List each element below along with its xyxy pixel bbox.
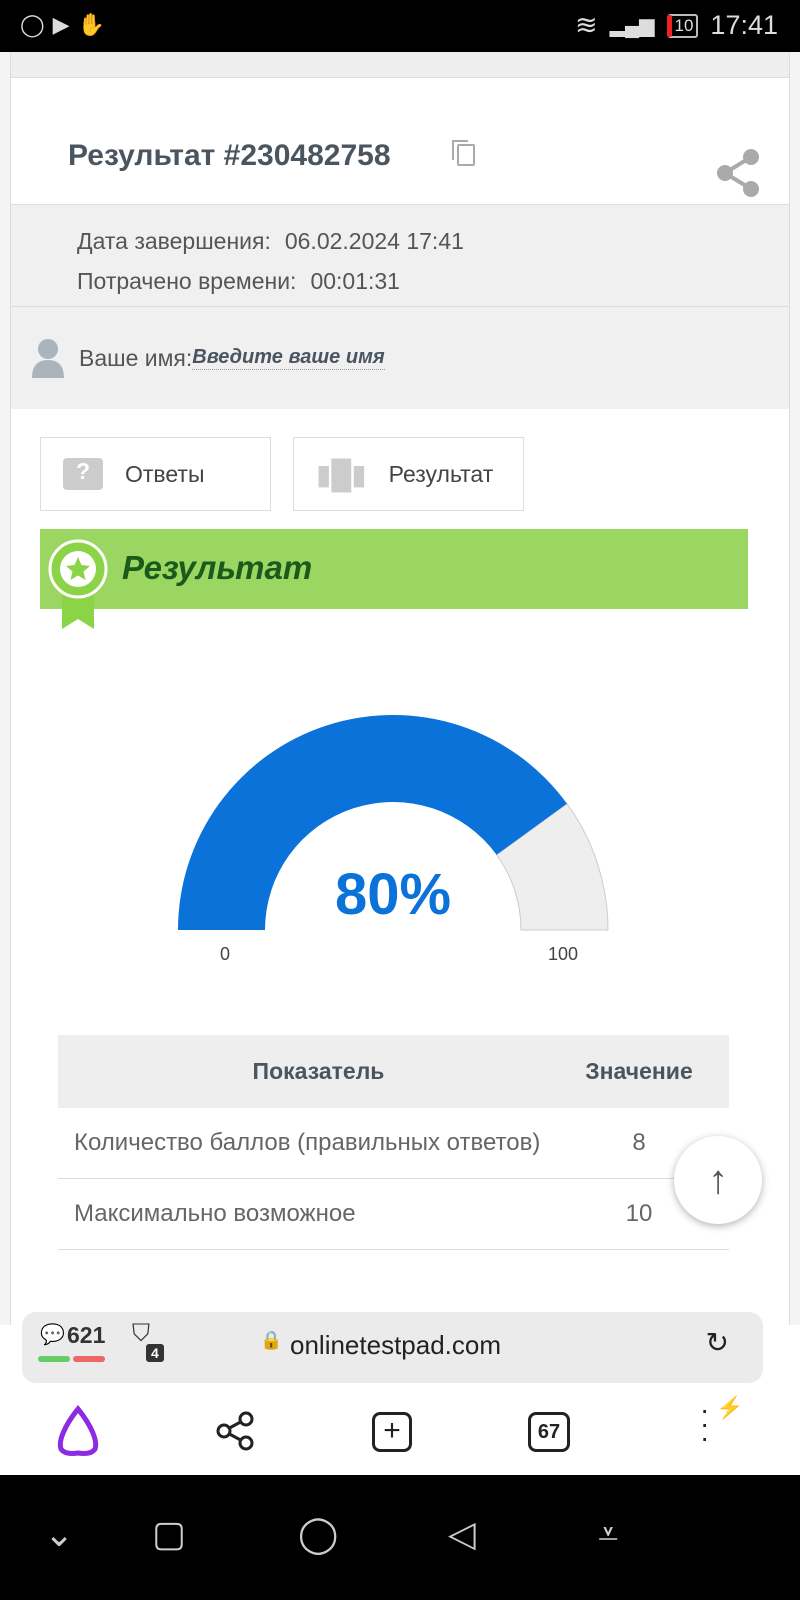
time-value: 00:01:31: [310, 268, 400, 294]
gauge-remaining-arc: [495, 802, 609, 931]
page-title: Результат #230482758: [68, 139, 391, 172]
result-banner: Результат: [40, 529, 748, 629]
collapse-icon[interactable]: ⌄: [44, 1513, 75, 1554]
name-input[interactable]: Введите ваше имя: [192, 346, 385, 370]
reload-icon[interactable]: ↻: [705, 1327, 729, 1358]
web-page: Результат #230482758 Дата завершения: 06.…: [0, 52, 800, 1325]
table-row: Максимально возможное 10: [58, 1179, 729, 1250]
header-indicator: Показатель: [252, 1058, 385, 1084]
tab-label: Результат: [388, 460, 494, 487]
menu-icon[interactable]: · · ·: [700, 1394, 710, 1453]
gauge-value-label: 80%: [335, 862, 451, 927]
recents-icon[interactable]: ▢: [152, 1513, 187, 1554]
name-label: Ваше имя:: [79, 344, 193, 371]
signal-icon: ▂▄▆: [609, 15, 655, 37]
notification-icons: ◯▶✋: [20, 12, 113, 37]
award-badge-icon: [48, 539, 108, 629]
url-text[interactable]: onlinetestpad.com: [290, 1330, 502, 1360]
row-value: 8: [632, 1129, 646, 1156]
system-nav-bar: ⌄ ▢ ◯ ◁ ⩡: [0, 1475, 800, 1600]
podium-icon: ▮█▮: [316, 458, 367, 490]
comment-icon: 💬: [40, 1324, 65, 1346]
user-icon: [32, 339, 64, 378]
table-row: Количество баллов (правильных ответов) 8: [58, 1108, 729, 1179]
banner-title: Результат: [122, 549, 313, 586]
gauge-value-arc: [178, 714, 567, 930]
shield-icon[interactable]: ⛉: [132, 1320, 150, 1347]
comments-count[interactable]: 621: [67, 1322, 106, 1348]
alice-assistant-icon[interactable]: [55, 1405, 101, 1457]
share-icon[interactable]: [216, 1411, 256, 1451]
row-name: Максимально возможное: [74, 1200, 356, 1227]
results-table: Показатель Значение Количество баллов (пр…: [58, 1035, 729, 1250]
lock-icon: 🔒: [260, 1330, 283, 1350]
time: 17:41: [710, 10, 778, 40]
tab-answers[interactable]: ? Ответы: [40, 437, 271, 511]
scroll-to-top-button[interactable]: ↑: [674, 1136, 762, 1224]
copy-icon[interactable]: [452, 140, 475, 166]
question-bubble-icon: ?: [63, 458, 103, 490]
date-value: 06.02.2024 17:41: [284, 228, 464, 254]
wifi-icon: ≋: [574, 10, 598, 40]
shield-count: 4: [146, 1344, 164, 1362]
tab-label: Ответы: [125, 460, 205, 487]
home-icon[interactable]: ◯: [298, 1513, 339, 1554]
browser-toolbar: + 67 · · · ⚡: [0, 1383, 800, 1475]
new-tab-button[interactable]: +: [372, 1412, 412, 1452]
gauge-max-label: 100: [548, 944, 578, 964]
share-icon[interactable]: [717, 148, 761, 198]
back-icon[interactable]: ◁: [448, 1513, 476, 1554]
notifications-icon[interactable]: ⩡: [598, 1513, 619, 1554]
row-value: 10: [625, 1200, 653, 1227]
address-bar[interactable]: 💬 621 ⛉ 4 🔒 onlinetestpad.com ↻: [22, 1312, 763, 1383]
date-label: Дата завершения:: [77, 228, 271, 254]
lightning-icon: ⚡: [716, 1395, 744, 1420]
score-gauge: 80% 0 100: [178, 714, 609, 964]
tabs-count-button[interactable]: 67: [528, 1412, 570, 1452]
row-name: Количество баллов (правильных ответов): [74, 1129, 541, 1156]
tab-result[interactable]: ▮█▮ Результат: [293, 437, 524, 511]
header-value: Значение: [585, 1058, 693, 1084]
battery-icon: 10: [666, 13, 699, 38]
status-bar: ◯▶✋ ≋ ▂▄▆ 10 17:41: [0, 0, 800, 52]
gauge-min-label: 0: [220, 944, 230, 964]
time-label: Потрачено времени:: [77, 268, 297, 294]
